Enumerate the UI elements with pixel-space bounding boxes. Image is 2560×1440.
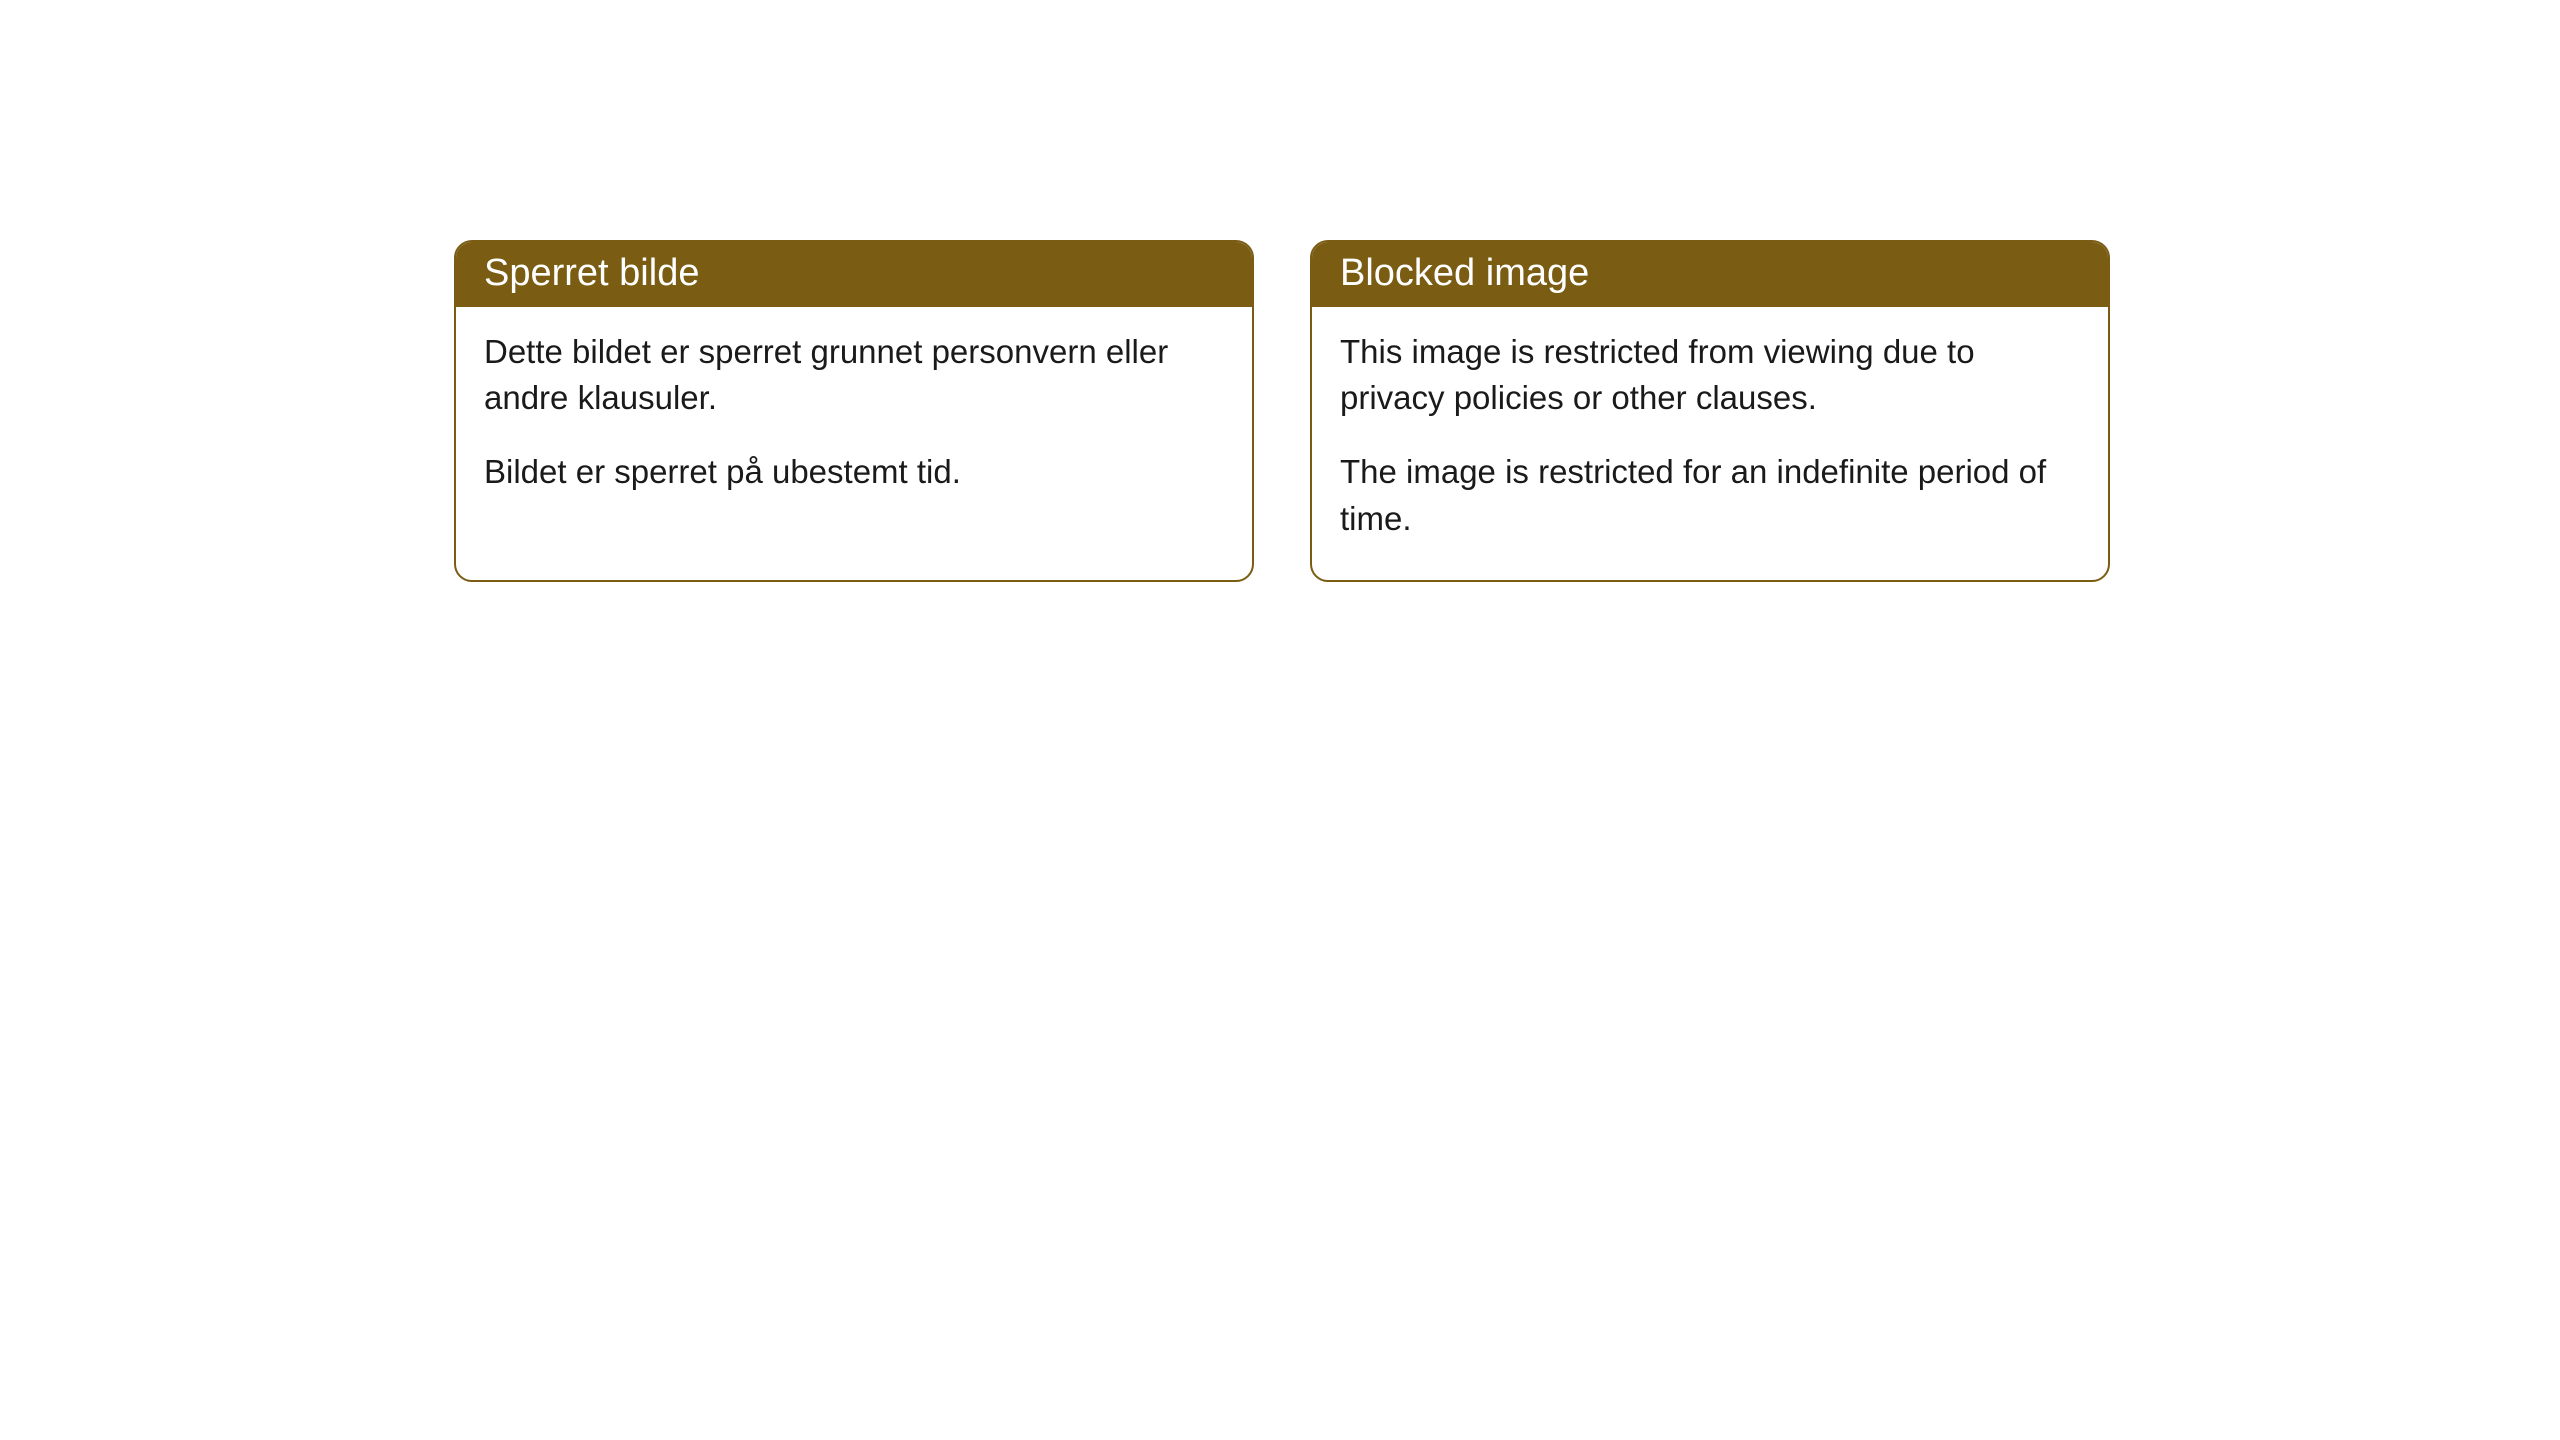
card-header-en: Blocked image (1312, 242, 2108, 307)
card-header-no: Sperret bilde (456, 242, 1252, 307)
cards-container: Sperret bilde Dette bildet er sperret gr… (454, 240, 2110, 582)
card-body-en: This image is restricted from viewing du… (1312, 307, 2108, 580)
card-body-no-p2: Bildet er sperret på ubestemt tid. (484, 449, 1224, 495)
card-body-en-p2: The image is restricted for an indefinit… (1340, 449, 2080, 541)
card-body-en-p1: This image is restricted from viewing du… (1340, 329, 2080, 421)
card-body-no: Dette bildet er sperret grunnet personve… (456, 307, 1252, 534)
restricted-card-en: Blocked image This image is restricted f… (1310, 240, 2110, 582)
card-body-no-p1: Dette bildet er sperret grunnet personve… (484, 329, 1224, 421)
restricted-card-no: Sperret bilde Dette bildet er sperret gr… (454, 240, 1254, 582)
